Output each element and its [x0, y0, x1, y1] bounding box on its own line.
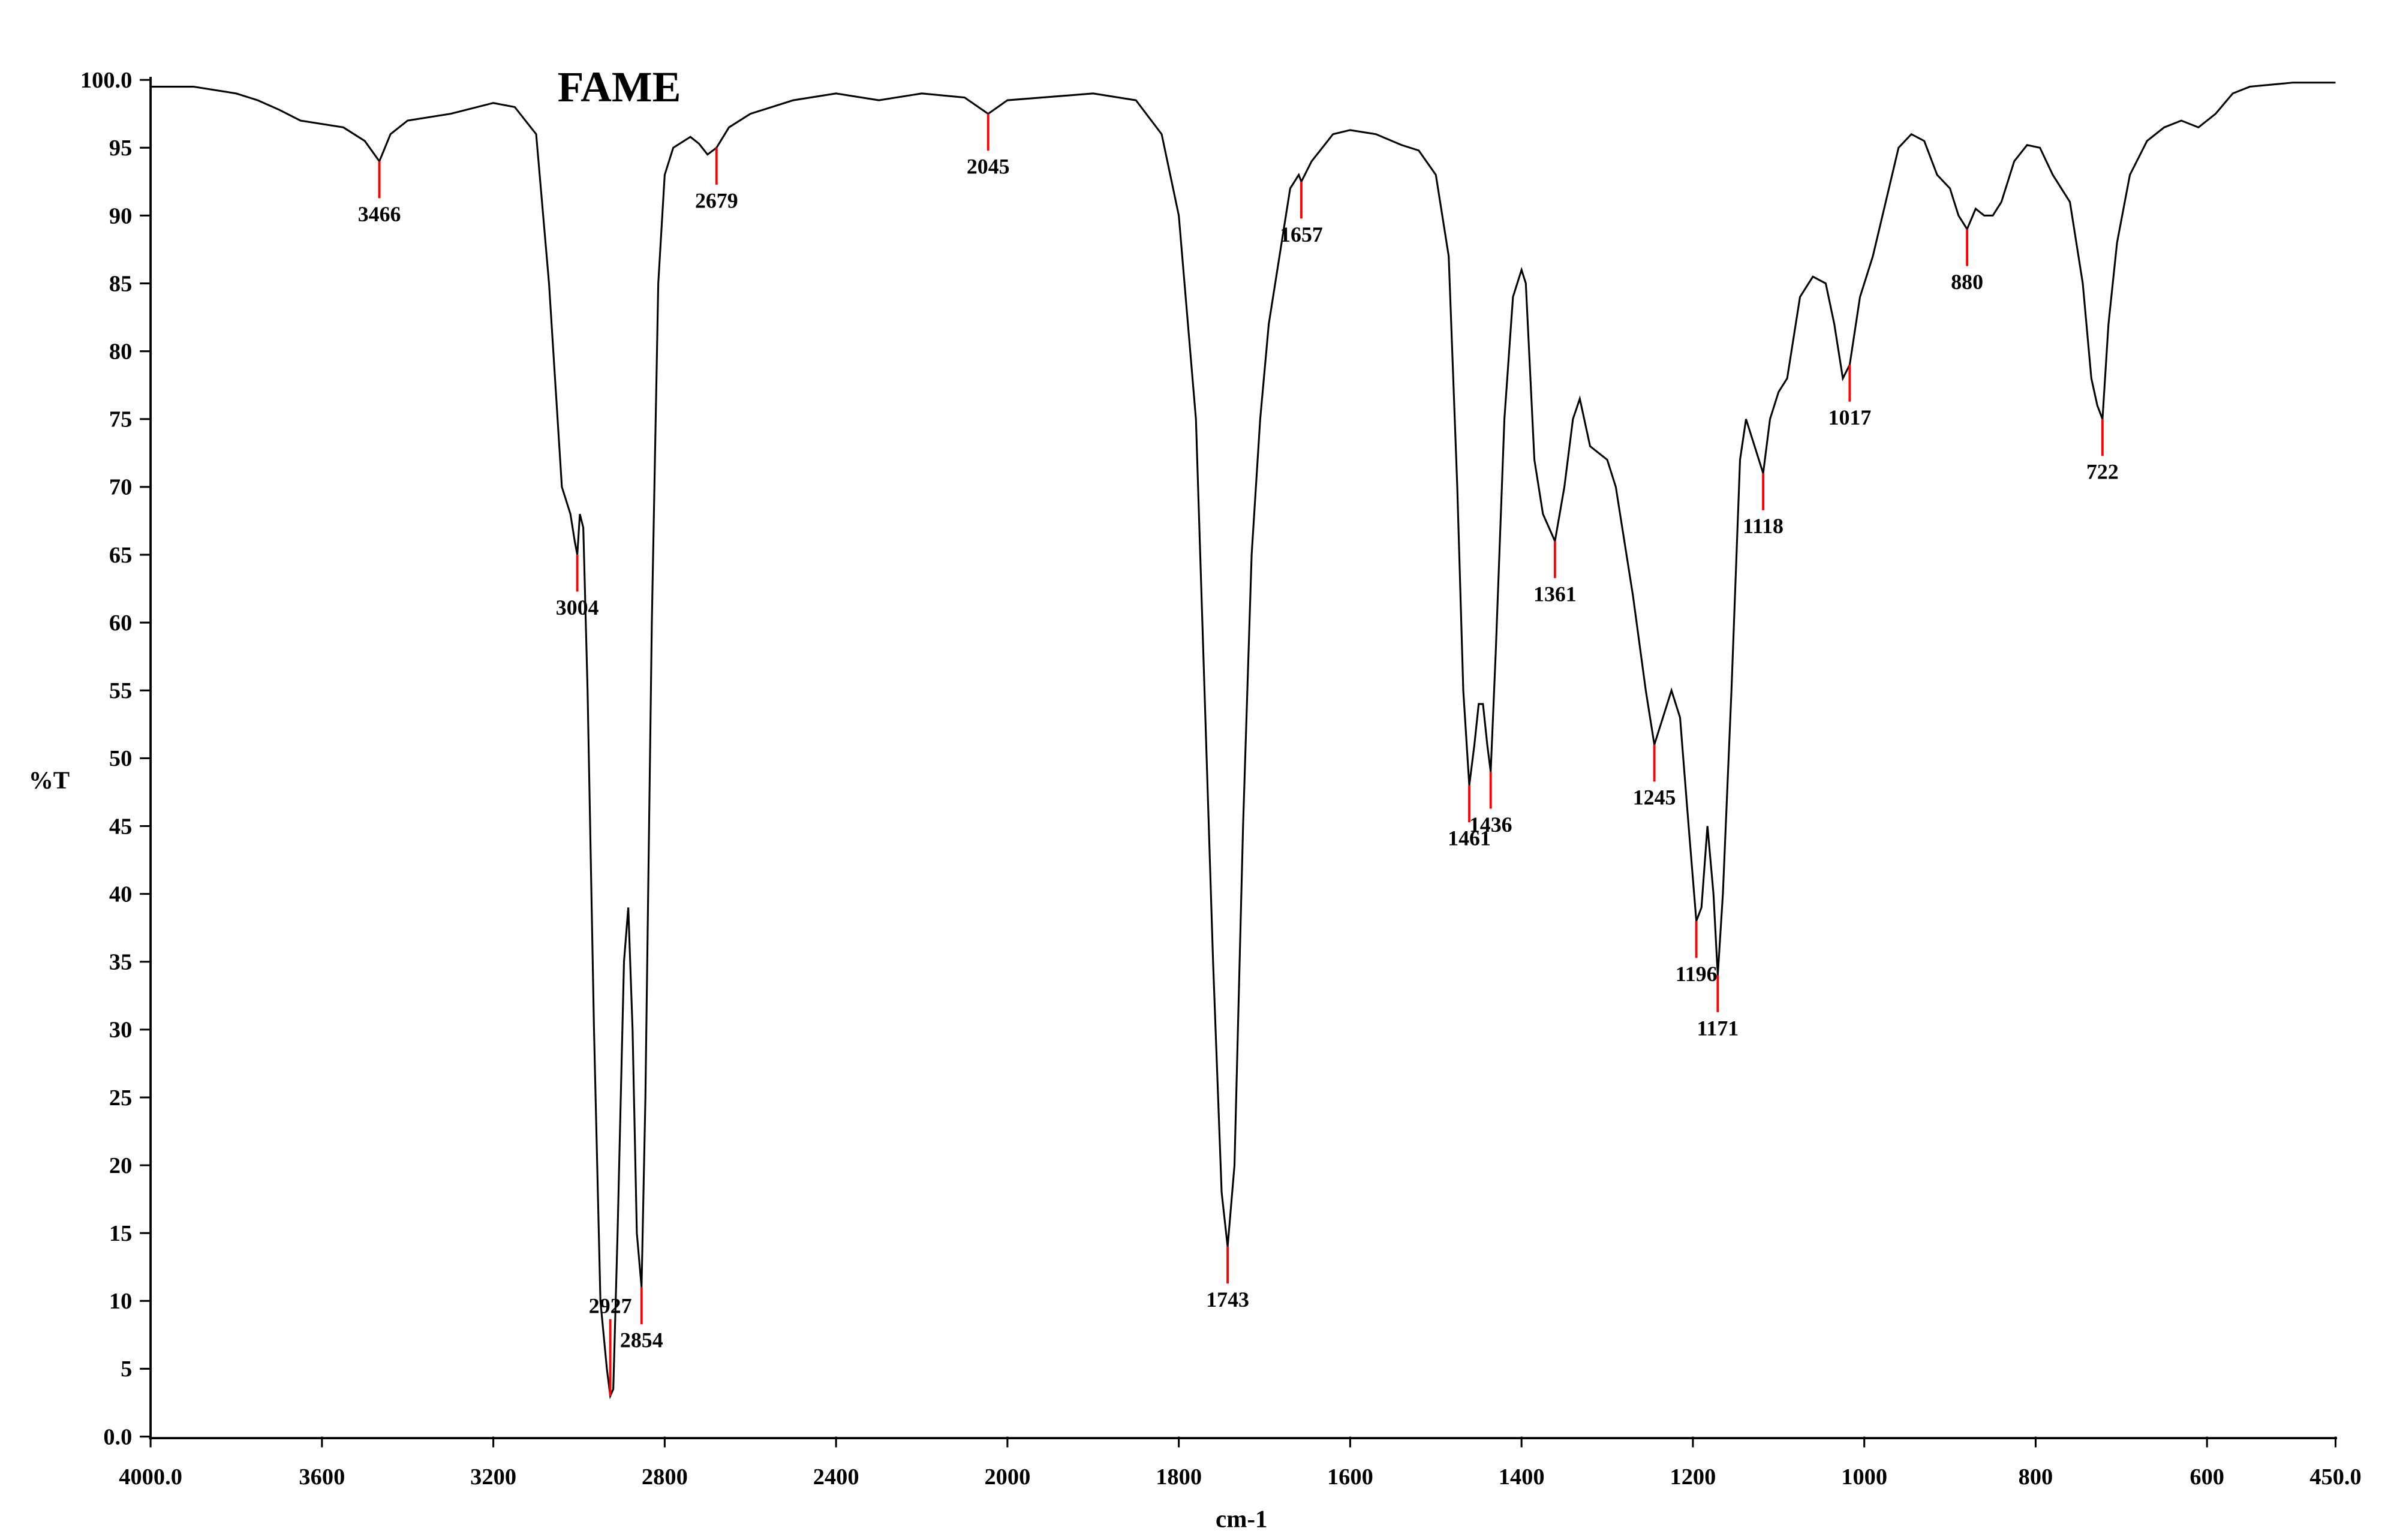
y-tick-label: 10 [109, 1289, 132, 1314]
peak-label: 1436 [1469, 813, 1512, 837]
x-tick-label: 3200 [470, 1464, 516, 1490]
x-tick-label: 1400 [1499, 1464, 1545, 1490]
y-tick-label: 55 [109, 678, 132, 703]
x-tick-label: 4000.0 [119, 1464, 182, 1490]
x-tick-label: 800 [2019, 1464, 2053, 1490]
y-tick-label: 90 [109, 203, 132, 228]
y-tick-label: 60 [109, 610, 132, 636]
x-tick-label: 3600 [299, 1464, 345, 1490]
y-tick-label: 75 [109, 407, 132, 432]
chart-title: FAME [558, 63, 681, 111]
y-tick-label: 20 [109, 1153, 132, 1178]
y-tick-label: 35 [109, 950, 132, 975]
x-tick-label: 1800 [1156, 1464, 1202, 1490]
spectrum-line [151, 82, 2336, 1400]
peak-label: 2679 [695, 188, 738, 212]
x-tick-label: 450.0 [2309, 1464, 2361, 1490]
y-tick-label: 65 [109, 543, 132, 568]
peak-label: 722 [2086, 460, 2119, 484]
peak-label: 3004 [556, 595, 599, 619]
x-axis-label: cm-1 [1216, 1505, 1267, 1533]
y-tick-label: 30 [109, 1018, 132, 1043]
peak-label: 2854 [620, 1328, 663, 1352]
peak-label: 3466 [358, 202, 401, 226]
peak-label: 1743 [1206, 1288, 1249, 1312]
x-tick-label: 2000 [984, 1464, 1030, 1490]
peak-label: 1171 [1697, 1016, 1739, 1040]
y-tick-label: 85 [109, 271, 132, 296]
x-tick-label: 2400 [813, 1464, 859, 1490]
x-tick-label: 1000 [1841, 1464, 1887, 1490]
peak-label: 2045 [967, 155, 1010, 179]
y-tick-label: 25 [109, 1085, 132, 1111]
peak-label: 1118 [1743, 514, 1784, 538]
y-tick-label: 50 [109, 746, 132, 771]
peak-label: 1245 [1633, 786, 1676, 810]
peak-label: 1461 [1448, 826, 1491, 850]
peak-label: 2927 [589, 1294, 632, 1318]
y-tick-label: 80 [109, 339, 132, 365]
y-tick-label: 40 [109, 882, 132, 907]
peak-label: 1196 [1676, 962, 1718, 986]
y-tick-label: 5 [121, 1356, 132, 1382]
peak-label: 1657 [1280, 222, 1323, 246]
peak-label: 880 [1951, 270, 1983, 294]
y-tick-label: 95 [109, 136, 132, 161]
peak-label: 1361 [1533, 582, 1577, 606]
y-tick-label: 45 [109, 814, 132, 839]
y-axis-label: %T [29, 766, 70, 793]
y-tick-label: 15 [109, 1221, 132, 1246]
peak-label: 1017 [1828, 405, 1872, 429]
x-tick-label: 1600 [1327, 1464, 1373, 1490]
x-tick-label: 2800 [642, 1464, 688, 1490]
x-tick-label: 1200 [1670, 1464, 1716, 1490]
y-tick-label: 0.0 [103, 1424, 132, 1449]
y-tick-label: 100.0 [80, 68, 132, 93]
x-tick-label: 600 [2190, 1464, 2224, 1490]
y-tick-label: 70 [109, 475, 132, 500]
